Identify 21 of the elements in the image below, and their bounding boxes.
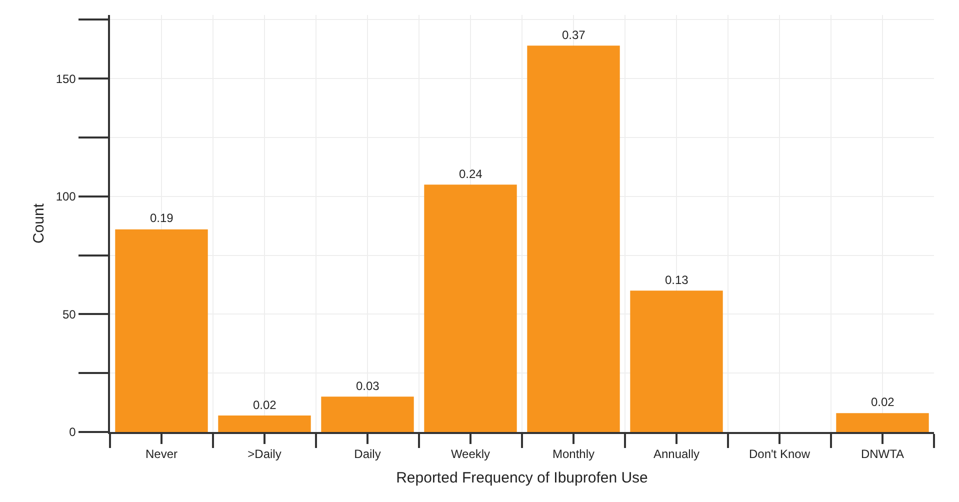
y-tick-label: 50 [62, 307, 76, 322]
x-tick-label: Weekly [450, 447, 490, 462]
annotation: 0.02 [871, 395, 895, 409]
annotation: 0.03 [356, 379, 380, 393]
annotation: 0.02 [253, 398, 277, 412]
x-tick-label: Monthly [552, 447, 595, 462]
y-tick-label: 100 [56, 190, 76, 204]
y-tick-label: 150 [56, 72, 76, 86]
x-tick-label: Annually [653, 447, 700, 462]
y-tick-label: 0 [69, 425, 76, 440]
annotation: 0.37 [562, 28, 586, 42]
annotation: 0.19 [150, 211, 174, 225]
annotation: 0.13 [665, 273, 689, 287]
x-tick-label: >Daily [248, 447, 282, 462]
x-tick-label: Never [145, 447, 178, 462]
x-tick-label: Daily [354, 447, 381, 462]
x-tick-label: Don't Know [749, 447, 810, 462]
x-tick-label: DNWTA [860, 447, 904, 462]
x-axis-title: Reported Frequency of Ibuprofen Use [396, 470, 648, 487]
annotation: 0.24 [459, 167, 483, 181]
y-axis-title: Count [30, 202, 48, 244]
